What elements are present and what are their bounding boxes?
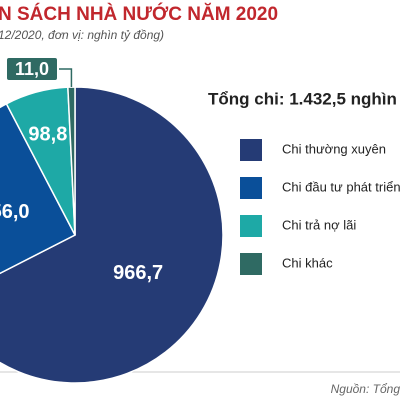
total-label: Tổng chi: 1.432,5 nghìn [208, 89, 397, 108]
pie-slice [0, 102, 77, 275]
legend-swatch [240, 215, 262, 237]
legend-label: Chi thường xuyên [282, 141, 386, 156]
data-label: 356,0 [0, 201, 30, 223]
source: Nguồn: Tổng [331, 382, 400, 396]
legend-swatch [240, 139, 262, 161]
legend-swatch [240, 253, 262, 275]
callout-line [58, 68, 73, 88]
legend-label: Chi khác [282, 255, 333, 270]
callout-box [5, 56, 59, 82]
data-label: 98,8 [28, 123, 67, 145]
chart-title: N SÁCH NHÀ NƯỚC NĂM 2020 [0, 3, 278, 25]
legend-label: Chi đầu tư phát triển [282, 179, 400, 194]
data-label: 11,0 [15, 59, 49, 79]
legend-label: Chi trả nợ lãi [282, 217, 356, 232]
data-label: 966,7 [113, 262, 163, 284]
legend-swatch [240, 177, 262, 199]
pie-slice [0, 86, 224, 384]
chart-subtitle: 12/2020, đơn vị: nghìn tỷ đồng) [0, 28, 164, 42]
